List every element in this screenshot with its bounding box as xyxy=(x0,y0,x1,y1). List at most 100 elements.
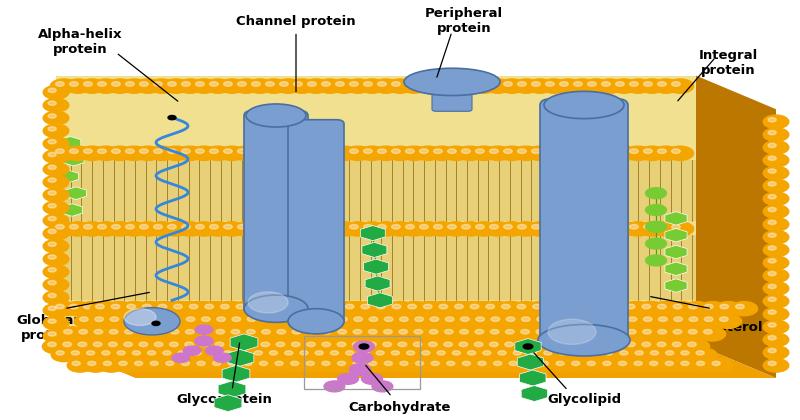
Circle shape xyxy=(658,304,666,309)
Circle shape xyxy=(658,304,666,309)
Circle shape xyxy=(582,329,590,334)
Circle shape xyxy=(539,348,565,362)
Circle shape xyxy=(48,281,56,285)
Circle shape xyxy=(668,327,695,341)
Circle shape xyxy=(120,79,147,93)
Circle shape xyxy=(484,79,512,93)
Circle shape xyxy=(66,348,92,362)
Circle shape xyxy=(192,359,218,372)
Circle shape xyxy=(176,302,203,316)
Circle shape xyxy=(223,304,232,309)
Circle shape xyxy=(94,329,102,334)
Circle shape xyxy=(698,327,726,341)
Circle shape xyxy=(652,339,679,354)
Circle shape xyxy=(242,327,269,341)
Circle shape xyxy=(262,302,290,316)
Circle shape xyxy=(120,302,147,316)
Circle shape xyxy=(226,339,253,354)
Circle shape xyxy=(518,304,526,309)
Circle shape xyxy=(378,149,386,153)
Polygon shape xyxy=(56,76,136,378)
Circle shape xyxy=(361,351,369,355)
Text: Peripheral
protein: Peripheral protein xyxy=(425,7,503,35)
Circle shape xyxy=(474,342,483,346)
Circle shape xyxy=(763,256,789,270)
Circle shape xyxy=(373,79,400,93)
Circle shape xyxy=(291,342,300,346)
Polygon shape xyxy=(214,395,242,412)
Circle shape xyxy=(158,348,183,362)
Circle shape xyxy=(634,361,642,365)
Circle shape xyxy=(126,224,134,229)
Circle shape xyxy=(642,329,651,334)
Circle shape xyxy=(610,304,619,309)
Circle shape xyxy=(154,342,163,346)
Circle shape xyxy=(134,361,142,365)
Circle shape xyxy=(431,361,439,365)
Circle shape xyxy=(246,302,274,316)
Circle shape xyxy=(422,351,430,355)
Circle shape xyxy=(149,146,176,160)
Circle shape xyxy=(763,128,789,142)
Circle shape xyxy=(266,81,274,86)
Circle shape xyxy=(434,304,442,309)
Circle shape xyxy=(167,224,176,229)
Circle shape xyxy=(330,302,358,316)
Circle shape xyxy=(763,231,789,244)
Circle shape xyxy=(768,156,776,160)
Circle shape xyxy=(322,342,330,346)
Circle shape xyxy=(768,336,776,340)
Circle shape xyxy=(83,224,92,229)
Circle shape xyxy=(400,361,408,365)
Circle shape xyxy=(548,319,596,344)
Circle shape xyxy=(614,359,639,372)
Ellipse shape xyxy=(124,307,180,335)
Circle shape xyxy=(378,327,406,341)
Circle shape xyxy=(246,302,274,316)
Circle shape xyxy=(581,342,590,346)
Circle shape xyxy=(478,361,486,365)
Circle shape xyxy=(48,268,56,272)
Circle shape xyxy=(391,224,400,229)
Circle shape xyxy=(577,327,604,341)
Circle shape xyxy=(566,329,575,334)
Circle shape xyxy=(417,348,442,362)
Circle shape xyxy=(660,359,686,372)
Circle shape xyxy=(626,342,635,346)
Circle shape xyxy=(345,222,372,236)
Circle shape xyxy=(274,146,302,160)
Circle shape xyxy=(350,224,358,229)
Circle shape xyxy=(149,222,176,236)
Circle shape xyxy=(298,304,307,309)
Circle shape xyxy=(179,339,206,354)
Circle shape xyxy=(215,342,224,346)
Circle shape xyxy=(652,79,679,93)
Polygon shape xyxy=(518,354,543,370)
Circle shape xyxy=(170,329,179,334)
Circle shape xyxy=(399,329,407,334)
Circle shape xyxy=(149,302,176,316)
Circle shape xyxy=(322,361,330,365)
Circle shape xyxy=(50,222,78,236)
Ellipse shape xyxy=(246,104,306,127)
Circle shape xyxy=(246,329,255,334)
Polygon shape xyxy=(63,153,84,166)
Circle shape xyxy=(530,339,558,354)
Circle shape xyxy=(90,302,118,316)
Circle shape xyxy=(400,79,427,93)
Circle shape xyxy=(358,222,386,236)
Circle shape xyxy=(166,361,174,365)
Circle shape xyxy=(384,317,393,321)
Circle shape xyxy=(146,359,171,372)
Circle shape xyxy=(429,342,438,346)
Circle shape xyxy=(306,361,314,365)
Circle shape xyxy=(540,302,567,316)
Circle shape xyxy=(262,329,270,334)
Circle shape xyxy=(373,222,400,236)
Circle shape xyxy=(699,314,726,328)
Circle shape xyxy=(48,255,56,259)
Circle shape xyxy=(643,149,652,153)
Circle shape xyxy=(92,302,120,316)
Circle shape xyxy=(202,317,210,321)
Circle shape xyxy=(490,224,498,229)
